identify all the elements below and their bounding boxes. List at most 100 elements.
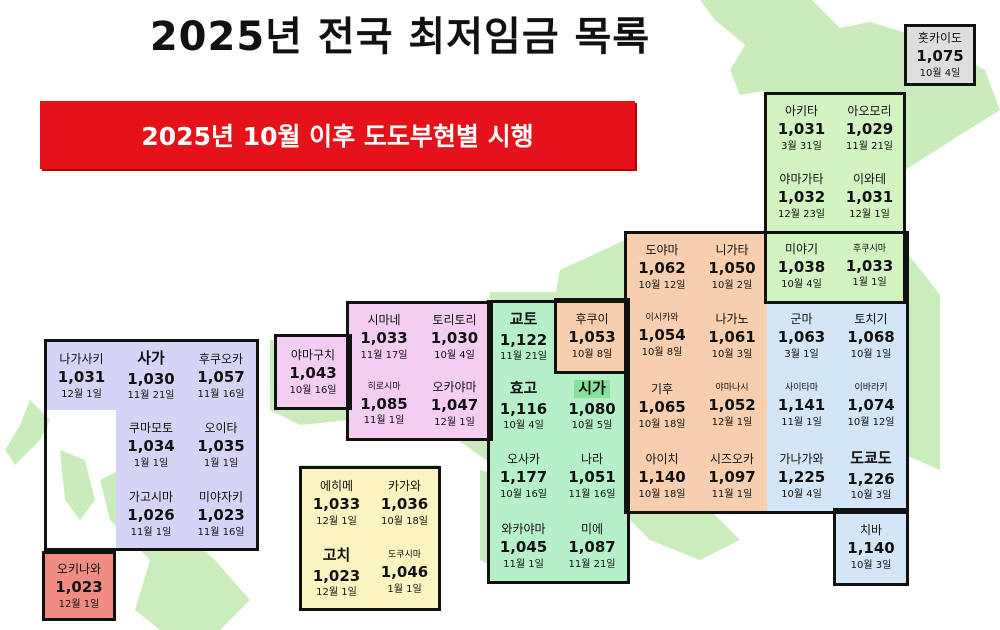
pref-name: 군마	[790, 311, 813, 326]
pref-wage: 1,047	[430, 396, 479, 415]
pref-shimane[interactable]: 시마네 1,033 11월 17일	[349, 304, 419, 371]
pref-nagasaki[interactable]: 나가사키 1,031 12월 1일	[47, 342, 116, 410]
pref-name: 아키타	[784, 103, 819, 118]
pref-wage: 1,034	[127, 436, 175, 455]
pref-name: 카가와	[387, 479, 422, 494]
pref-name: 오카야마	[432, 380, 477, 395]
pref-kyoto[interactable]: 교토 1,122 11월 21일	[490, 303, 557, 371]
pref-saga[interactable]: 사가 1,030 11월 21일	[116, 342, 186, 410]
pref-name: 사이타마	[784, 383, 819, 394]
pref-date: 11월 1일	[711, 488, 753, 500]
pref-name: 후쿠이	[575, 311, 609, 326]
pref-name: 니가타	[715, 243, 749, 258]
pref-kagoshima[interactable]: 가고시마 1,026 11월 1일	[116, 480, 186, 548]
pref-miyazaki[interactable]: 미야자키 1,023 11월 16일	[186, 480, 256, 548]
pref-shiga[interactable]: 시가 1,080 10월 5일	[557, 371, 627, 441]
pref-name: 도쿄도	[850, 448, 892, 467]
pref-yamaguchi[interactable]: 야마구치 1,043 10월 16일	[277, 337, 349, 407]
pref-oita[interactable]: 오이타 1,035 1월 1일	[186, 410, 256, 480]
region-border-tohoku	[764, 92, 906, 304]
pref-date: 10월 4일	[919, 67, 961, 79]
pref-kanagawa[interactable]: 가나가와 1,225 10월 4일	[767, 441, 836, 511]
pref-wage: 1,023	[55, 577, 103, 596]
pref-name: 나가사키	[59, 351, 104, 366]
pref-chiba[interactable]: 치바 1,140 10월 3일	[836, 511, 906, 583]
pref-aichi[interactable]: 아이치 1,140 10월 18일	[627, 441, 697, 511]
pref-name: 오사카	[506, 451, 541, 466]
pref-ishikawa[interactable]: 이시카와 1,054 10월 8일	[627, 301, 697, 371]
pref-fukuoka[interactable]: 후쿠오카 1,057 11월 16일	[186, 342, 256, 410]
pref-date: 10월 2일	[711, 280, 753, 292]
pref-name: 오키나와	[56, 561, 102, 576]
pref-name: 치바	[859, 522, 883, 537]
pref-wage: 1,031	[845, 188, 894, 207]
pref-wage: 1,032	[777, 188, 826, 207]
pref-name: 나가노	[715, 311, 749, 326]
pref-name: 이와테	[852, 172, 887, 187]
pref-nagano[interactable]: 나가노 1,061 10월 3일	[697, 301, 767, 371]
pref-date: 10월 16일	[289, 384, 337, 396]
pref-date: 11월 16일	[197, 526, 245, 538]
pref-kochi[interactable]: 고치 1,023 12월 1일	[302, 538, 371, 608]
pref-tokushima[interactable]: 도쿠시마 1,046 1월 1일	[371, 538, 438, 608]
pref-shizuoka[interactable]: 시즈오카 1,097 11월 1일	[697, 441, 767, 511]
pref-kumamoto[interactable]: 쿠마모토 1,034 1월 1일	[116, 410, 186, 480]
pref-fukui[interactable]: 후쿠이 1,053 10월 8일	[557, 301, 627, 371]
pref-kagawa[interactable]: 카가와 1,036 10월 18일	[371, 469, 438, 538]
pref-name: 후쿠오카	[198, 351, 244, 366]
pref-wage: 1,068	[847, 327, 895, 346]
pref-date: 11월 16일	[568, 488, 616, 500]
pref-gunma[interactable]: 군마 1,063 3월 1일	[767, 301, 836, 371]
pref-ehime[interactable]: 에히메 1,033 12월 1일	[302, 469, 371, 538]
pref-date: 11월 1일	[503, 558, 544, 570]
pref-hyogo[interactable]: 효고 1,116 10월 4일	[490, 371, 557, 441]
pref-iwate[interactable]: 이와테 1,031 12월 1일	[836, 161, 903, 232]
pref-toyama[interactable]: 도야마 1,062 10월 12일	[627, 234, 697, 301]
pref-date: 10월 18일	[380, 516, 429, 528]
pref-wage: 1,065	[638, 397, 686, 416]
pref-yamagata[interactable]: 야마가타 1,032 12월 23일	[767, 161, 836, 232]
pref-mie[interactable]: 미에 1,087 11월 21일	[557, 511, 627, 581]
pref-wage: 1,050	[708, 259, 756, 278]
pref-wage: 1,053	[568, 327, 616, 346]
pref-date: 10월 18일	[638, 418, 686, 430]
pref-tokyo[interactable]: 도쿄도 1,226 10월 3일	[836, 441, 906, 511]
pref-date: 12월 1일	[316, 587, 357, 599]
pref-wage: 1,031	[777, 119, 826, 138]
pref-name: 쿠마모토	[128, 420, 174, 435]
pref-wage: 1,033	[845, 256, 894, 275]
pref-okinawa[interactable]: 오키나와 1,023 12월 1일	[42, 551, 116, 621]
pref-gifu[interactable]: 기후 1,065 10월 18일	[627, 371, 697, 441]
page-title: 2025년 전국 최저임금 목록	[149, 14, 651, 60]
pref-name: 미야자키	[198, 489, 244, 504]
pref-okayama[interactable]: 오카야마 1,047 12월 1일	[419, 371, 490, 438]
pref-osaka[interactable]: 오사카 1,177 10월 16일	[490, 441, 557, 511]
pref-name: 홋카이도	[917, 30, 963, 45]
pref-date: 3월 31일	[781, 140, 822, 152]
pref-ibaraki[interactable]: 이바라키 1,074 10월 12일	[836, 371, 906, 441]
pref-yamanashi[interactable]: 야마나시 1,052 12월 1일	[697, 371, 767, 441]
pref-fukushima[interactable]: 후쿠시마 1,033 1월 1일	[836, 232, 903, 301]
pref-niigata[interactable]: 니가타 1,050 10월 2일	[697, 234, 767, 301]
pref-wage: 1,038	[777, 258, 826, 277]
pref-name: 미야기	[784, 242, 819, 257]
pref-wakayama[interactable]: 와카야마 1,045 11월 1일	[490, 511, 557, 581]
pref-name: 가고시마	[128, 489, 174, 504]
pref-tochigi[interactable]: 토치기 1,068 10월 1일	[836, 301, 906, 371]
pref-date: 10월 18일	[638, 488, 686, 500]
pref-hiroshima[interactable]: 히로시마 1,085 11월 1일	[349, 371, 419, 438]
pref-name: 토리토리	[432, 313, 477, 328]
pref-aomori[interactable]: 아오모리 1,029 11월 21일	[836, 95, 903, 161]
region-border-kansai	[487, 300, 630, 584]
pref-saitama[interactable]: 사이타마 1,141 11월 1일	[767, 371, 836, 441]
pref-wage: 1,140	[638, 467, 686, 486]
pref-tottori[interactable]: 토리토리 1,030 10월 4일	[419, 304, 490, 371]
pref-wage: 1,141	[777, 396, 826, 415]
pref-nara[interactable]: 나라 1,051 11월 16일	[557, 441, 627, 511]
pref-name: 아오모리	[847, 103, 892, 118]
pref-akita[interactable]: 아키타 1,031 3월 31일	[767, 95, 836, 161]
pref-hokkaido[interactable]: 홋카이도 1,075 10월 4일	[904, 24, 976, 86]
pref-miyagi[interactable]: 미야기 1,038 10월 4일	[767, 232, 836, 301]
pref-wage: 1,074	[847, 396, 895, 415]
pref-date: 1월 1일	[133, 457, 169, 469]
